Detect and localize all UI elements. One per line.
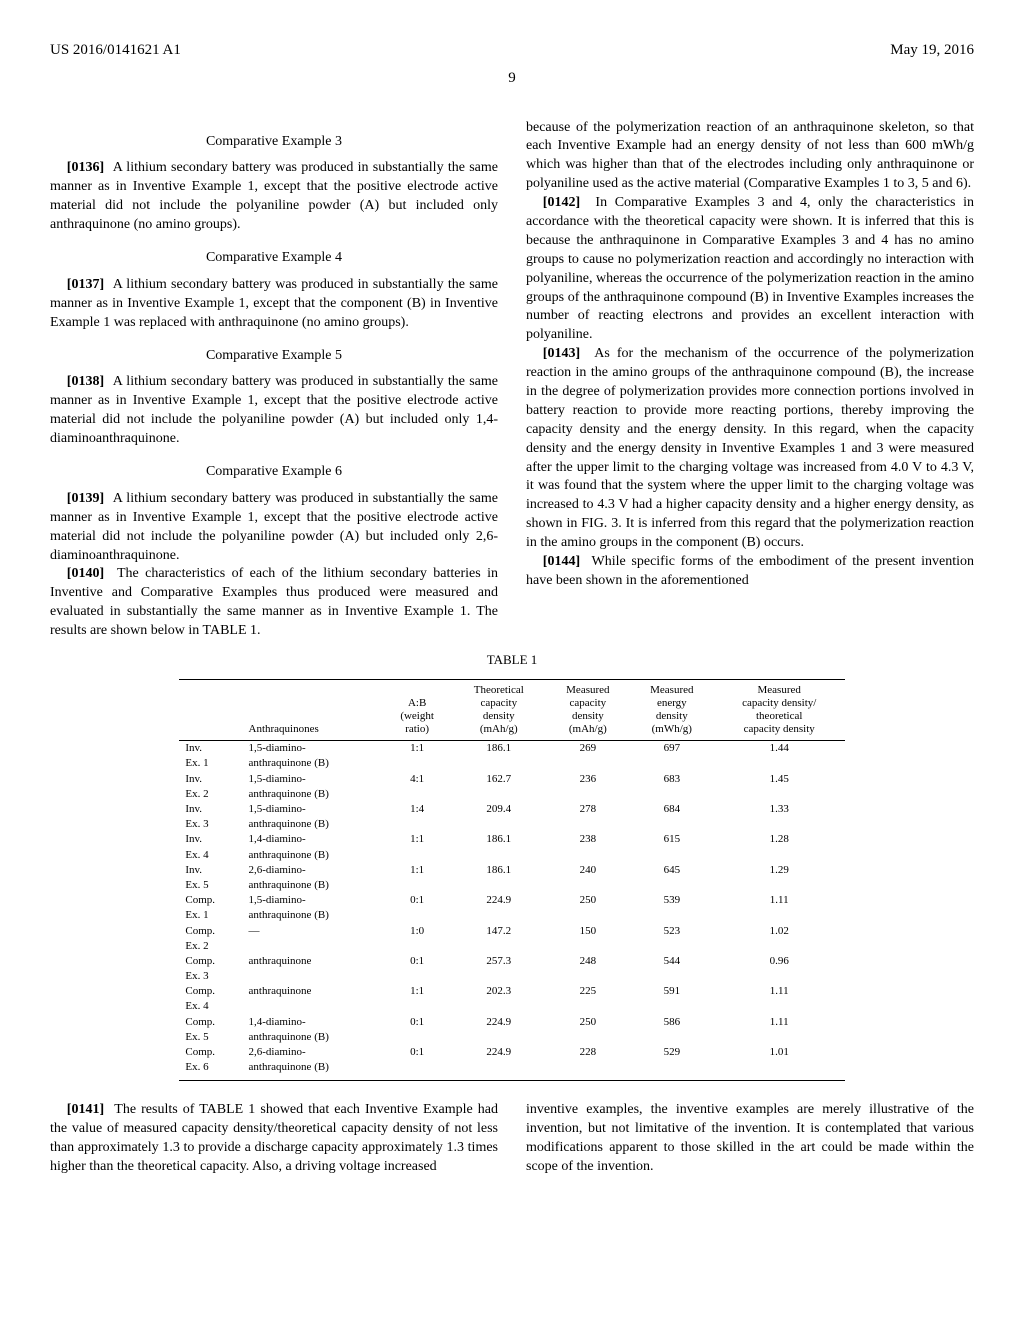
heading-comp-ex6: Comparative Example 6	[50, 463, 498, 482]
para-text: As for the mechanism of the occurrence o…	[526, 346, 974, 550]
table-row: Comp.2,6-diamino-0:1224.92285291.01	[179, 1045, 844, 1060]
bottom-left-column: [0141] The results of TABLE 1 showed tha…	[50, 1101, 498, 1177]
col-header: A:B (weight ratio)	[383, 679, 452, 741]
para-0140: [0140] The characteristics of each of th…	[50, 565, 498, 641]
table-row: Comp.1,5-diamino-0:1224.92505391.11	[179, 893, 844, 908]
table-row: Inv.1,5-diamino-4:1162.72366831.45	[179, 772, 844, 787]
heading-comp-ex5: Comparative Example 5	[50, 347, 498, 366]
para-num: [0136]	[67, 160, 104, 175]
para-cont: because of the polymerization reaction o…	[526, 119, 974, 195]
table-caption: TABLE 1	[50, 651, 974, 669]
table-row: Comp.anthraquinone1:1202.32255911.11	[179, 984, 844, 999]
table-row: Inv.1,5-diamino-1:4209.42786841.33	[179, 802, 844, 817]
col-header: Measured energy density (mWh/g)	[630, 679, 714, 741]
para-num: [0140]	[67, 566, 104, 581]
page-number: 9	[50, 68, 974, 88]
col-header: Measured capacity density (mAh/g)	[546, 679, 630, 741]
para-0139: [0139] A lithium secondary battery was p…	[50, 490, 498, 566]
table-row: Ex. 5anthraquinone (B)	[179, 878, 844, 893]
para-num: [0141]	[67, 1102, 104, 1117]
table-row: Comp.anthraquinone0:1257.32485440.96	[179, 954, 844, 969]
table-row: Ex. 4	[179, 999, 844, 1014]
col-header: Measured capacity density/ theoretical c…	[714, 679, 845, 741]
para-text: A lithium secondary battery was produced…	[50, 374, 498, 446]
doc-number: US 2016/0141621 A1	[50, 40, 181, 60]
table-row: Ex. 3anthraquinone (B)	[179, 817, 844, 832]
table-header-row: Anthraquinones A:B (weight ratio) Theore…	[179, 679, 844, 741]
table-row: Comp.—1:0147.21505231.02	[179, 924, 844, 939]
para-text: While specific forms of the embodiment o…	[526, 554, 974, 588]
para-text: The characteristics of each of the lithi…	[50, 566, 498, 638]
table-row: Ex. 4anthraquinone (B)	[179, 848, 844, 863]
para-0137: [0137] A lithium secondary battery was p…	[50, 276, 498, 333]
para-num: [0142]	[543, 195, 580, 210]
para-num: [0143]	[543, 346, 580, 361]
table-row: Ex. 2	[179, 939, 844, 954]
para-0142: [0142] In Comparative Examples 3 and 4, …	[526, 194, 974, 345]
para-text: A lithium secondary battery was produced…	[50, 160, 498, 232]
para-num: [0138]	[67, 374, 104, 389]
table-row: Ex. 1anthraquinone (B)	[179, 908, 844, 923]
table-row: Ex. 3	[179, 969, 844, 984]
table-row: Inv.1,5-diamino-1:1186.12696971.44	[179, 741, 844, 757]
col-header: Anthraquinones	[243, 679, 383, 741]
para-text: A lithium secondary battery was produced…	[50, 277, 498, 330]
para-num: [0144]	[543, 554, 580, 569]
para-text: A lithium secondary battery was produced…	[50, 491, 498, 563]
col-header	[179, 679, 242, 741]
para-0144: [0144] While specific forms of the embod…	[526, 553, 974, 591]
para-0141: [0141] The results of TABLE 1 showed tha…	[50, 1101, 498, 1177]
table-row: Ex. 6anthraquinone (B)	[179, 1060, 844, 1081]
right-column: because of the polymerization reaction o…	[526, 119, 974, 641]
para-0143: [0143] As for the mechanism of the occur…	[526, 345, 974, 553]
table-row: Ex. 5anthraquinone (B)	[179, 1030, 844, 1045]
para-0136: [0136] A lithium secondary battery was p…	[50, 159, 498, 235]
para-cont-bottom: inventive examples, the inventive exampl…	[526, 1101, 974, 1177]
col-header: Theoretical capacity density (mAh/g)	[452, 679, 546, 741]
heading-comp-ex4: Comparative Example 4	[50, 249, 498, 268]
data-table: Anthraquinones A:B (weight ratio) Theore…	[179, 679, 844, 1082]
left-column: Comparative Example 3 [0136] A lithium s…	[50, 119, 498, 641]
table-row: Ex. 1anthraquinone (B)	[179, 756, 844, 771]
table-row: Inv.1,4-diamino-1:1186.12386151.28	[179, 832, 844, 847]
doc-date: May 19, 2016	[890, 40, 974, 60]
para-num: [0139]	[67, 491, 104, 506]
para-text: In Comparative Examples 3 and 4, only th…	[526, 195, 974, 342]
bottom-right-column: inventive examples, the inventive exampl…	[526, 1101, 974, 1177]
para-num: [0137]	[67, 277, 104, 292]
para-text: The results of TABLE 1 showed that each …	[50, 1102, 498, 1174]
heading-comp-ex3: Comparative Example 3	[50, 133, 498, 152]
table-row: Ex. 2anthraquinone (B)	[179, 787, 844, 802]
para-0138: [0138] A lithium secondary battery was p…	[50, 373, 498, 449]
table-row: Comp.1,4-diamino-0:1224.92505861.11	[179, 1015, 844, 1030]
table-row: Inv.2,6-diamino-1:1186.12406451.29	[179, 863, 844, 878]
